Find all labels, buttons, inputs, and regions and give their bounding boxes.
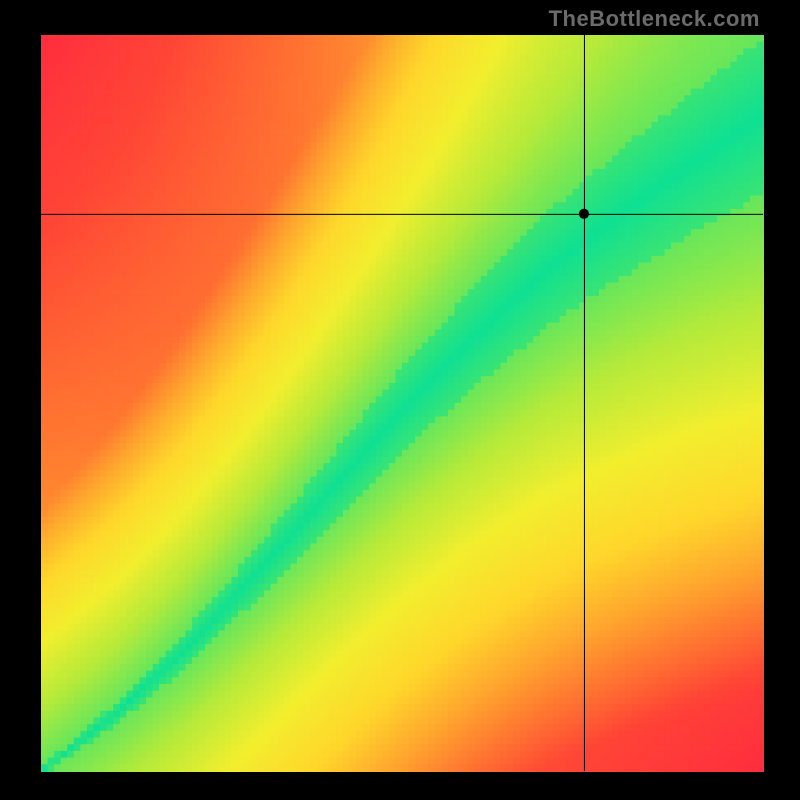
container: TheBottleneck.com (0, 0, 800, 800)
bottleneck-heatmap (0, 0, 800, 800)
attribution-text: TheBottleneck.com (549, 6, 760, 32)
